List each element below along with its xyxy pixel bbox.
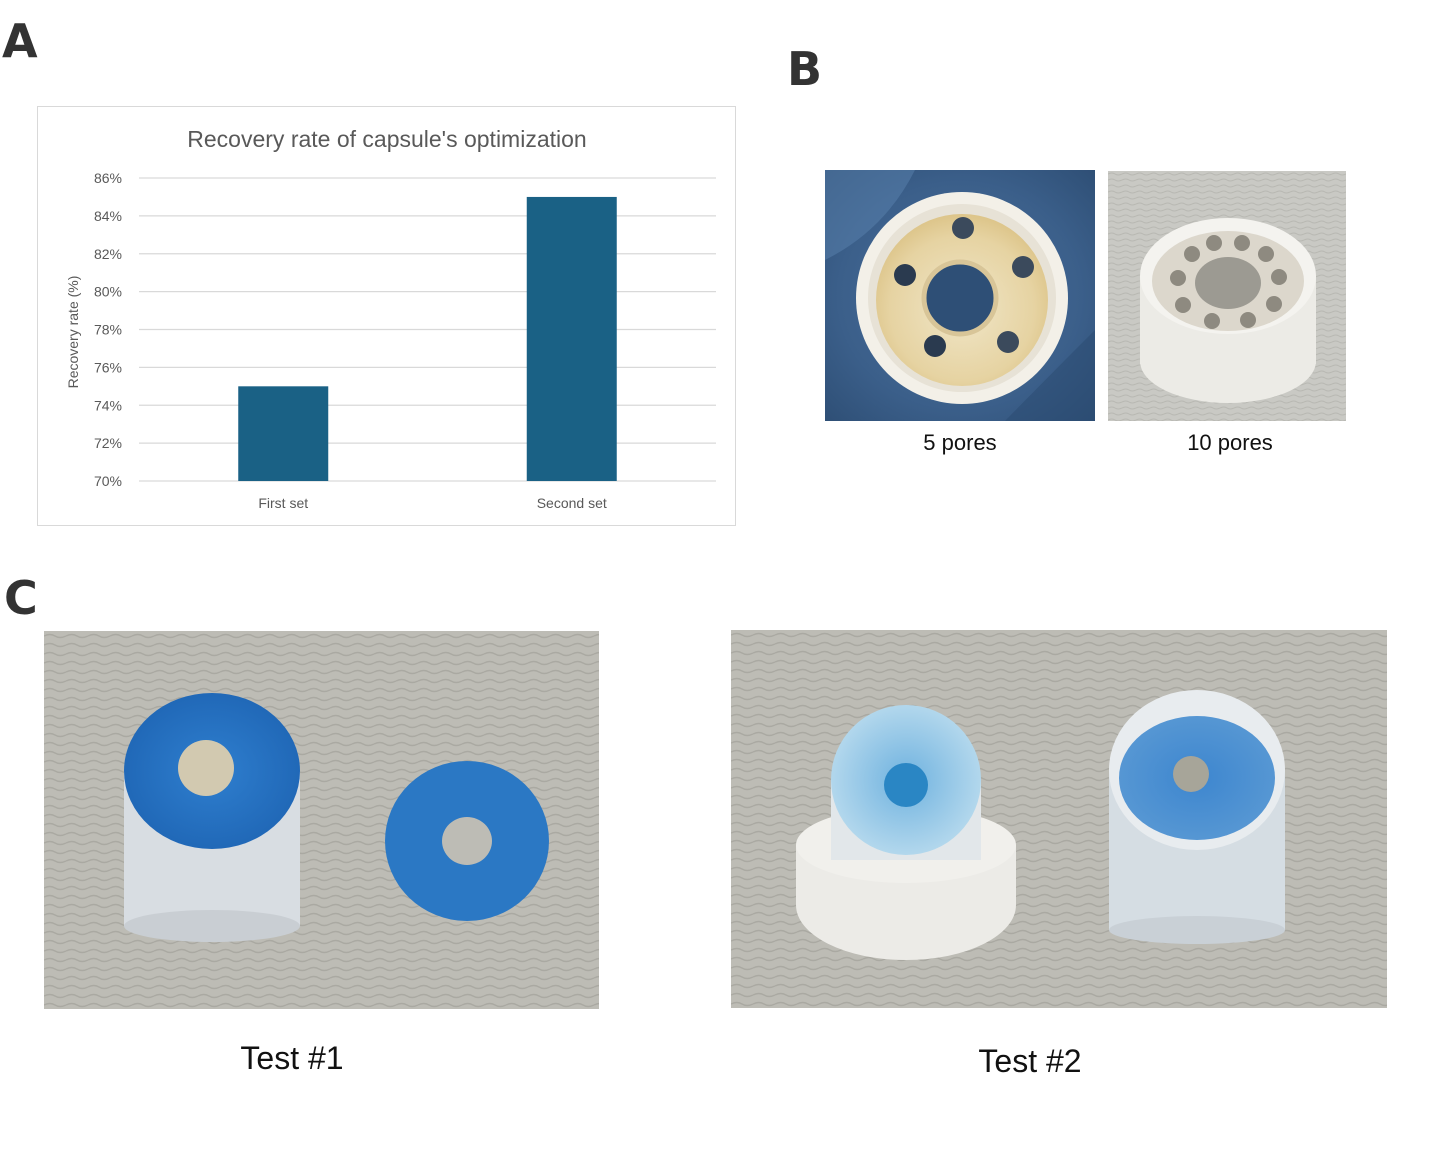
panel-label-b: B xyxy=(787,42,823,96)
bar-chart: Recovery rate of capsule's optimization … xyxy=(37,106,736,526)
y-axis-label: Recovery rate (%) xyxy=(65,276,81,389)
y-tick-label: 70% xyxy=(94,473,122,489)
y-tick-label: 78% xyxy=(94,322,122,338)
y-tick-label: 82% xyxy=(94,246,122,262)
photo-5-pores xyxy=(825,170,1095,421)
caption-test-2: Test #2 xyxy=(978,1043,1082,1079)
photo-test-2 xyxy=(731,630,1387,1008)
x-tick-label: Second set xyxy=(537,495,607,511)
y-tick-label: 72% xyxy=(94,435,122,451)
gridlines xyxy=(139,177,716,482)
chart-title: Recovery rate of capsule's optimization xyxy=(187,126,586,152)
bars xyxy=(238,196,617,481)
y-tick-label: 74% xyxy=(94,397,122,413)
panel-label-a: A xyxy=(2,14,38,68)
y-tick-label: 86% xyxy=(94,170,122,186)
photo-10-pores xyxy=(1108,171,1346,421)
caption-10-pores: 10 pores xyxy=(1187,430,1273,455)
y-tick-label: 76% xyxy=(94,359,122,375)
x-tick-labels: First set Second set xyxy=(258,495,607,511)
chart-canvas: Recovery rate of capsule's optimization … xyxy=(65,126,716,511)
photo-test-1 xyxy=(44,631,599,1009)
x-tick-label: First set xyxy=(258,495,308,511)
caption-5-pores: 5 pores xyxy=(923,430,997,455)
caption-test-1: Test #1 xyxy=(240,1040,344,1076)
y-tick-labels: 70% 72% 74% 76% 78% 80% 82% 84% 86% xyxy=(94,170,122,489)
panel-label-c: C xyxy=(4,571,38,625)
bar-second-set xyxy=(526,196,617,481)
y-tick-label: 80% xyxy=(94,284,122,300)
y-tick-label: 84% xyxy=(94,208,122,224)
bar-first-set xyxy=(238,386,329,481)
